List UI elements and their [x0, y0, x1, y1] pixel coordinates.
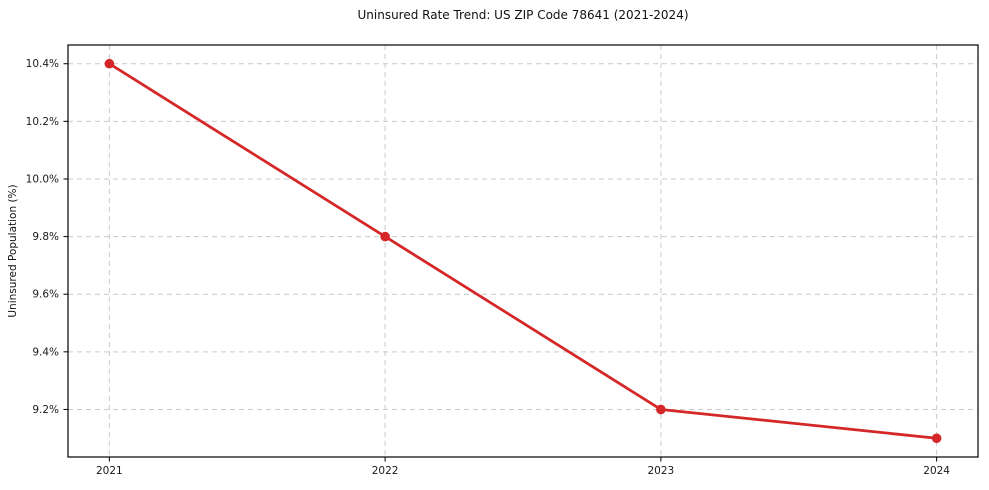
grid-lines: [68, 45, 978, 457]
x-tick-label: 2022: [372, 465, 399, 477]
y-tick-label: 10.4%: [26, 58, 59, 70]
y-tick-label: 9.8%: [32, 231, 59, 243]
y-tick-label: 9.2%: [32, 404, 59, 416]
plot-border: [67, 44, 979, 458]
y-tick-label: 10.2%: [26, 116, 59, 128]
axes: 9.2% 9.4% 9.6% 9.8% 10.0% 10.2% 10.4% 2021 2022 2…: [26, 44, 979, 477]
chart-title: Uninsured Rate Trend: US ZIP Code 78641 …: [357, 8, 689, 22]
data-point: [931, 433, 942, 444]
data-point: [104, 58, 115, 69]
y-tick-label: 9.4%: [32, 346, 59, 358]
trend-line: [107, 62, 939, 440]
data-point: [656, 404, 666, 415]
x-tick-label: 2024: [923, 465, 950, 477]
x-tick-label: 2021: [96, 465, 123, 477]
y-tick-label: 9.6%: [32, 289, 59, 301]
data-series: [104, 58, 942, 444]
data-point: [380, 231, 390, 242]
y-tick-label: 10.0%: [26, 173, 59, 185]
x-tick-label: 2023: [648, 465, 675, 477]
